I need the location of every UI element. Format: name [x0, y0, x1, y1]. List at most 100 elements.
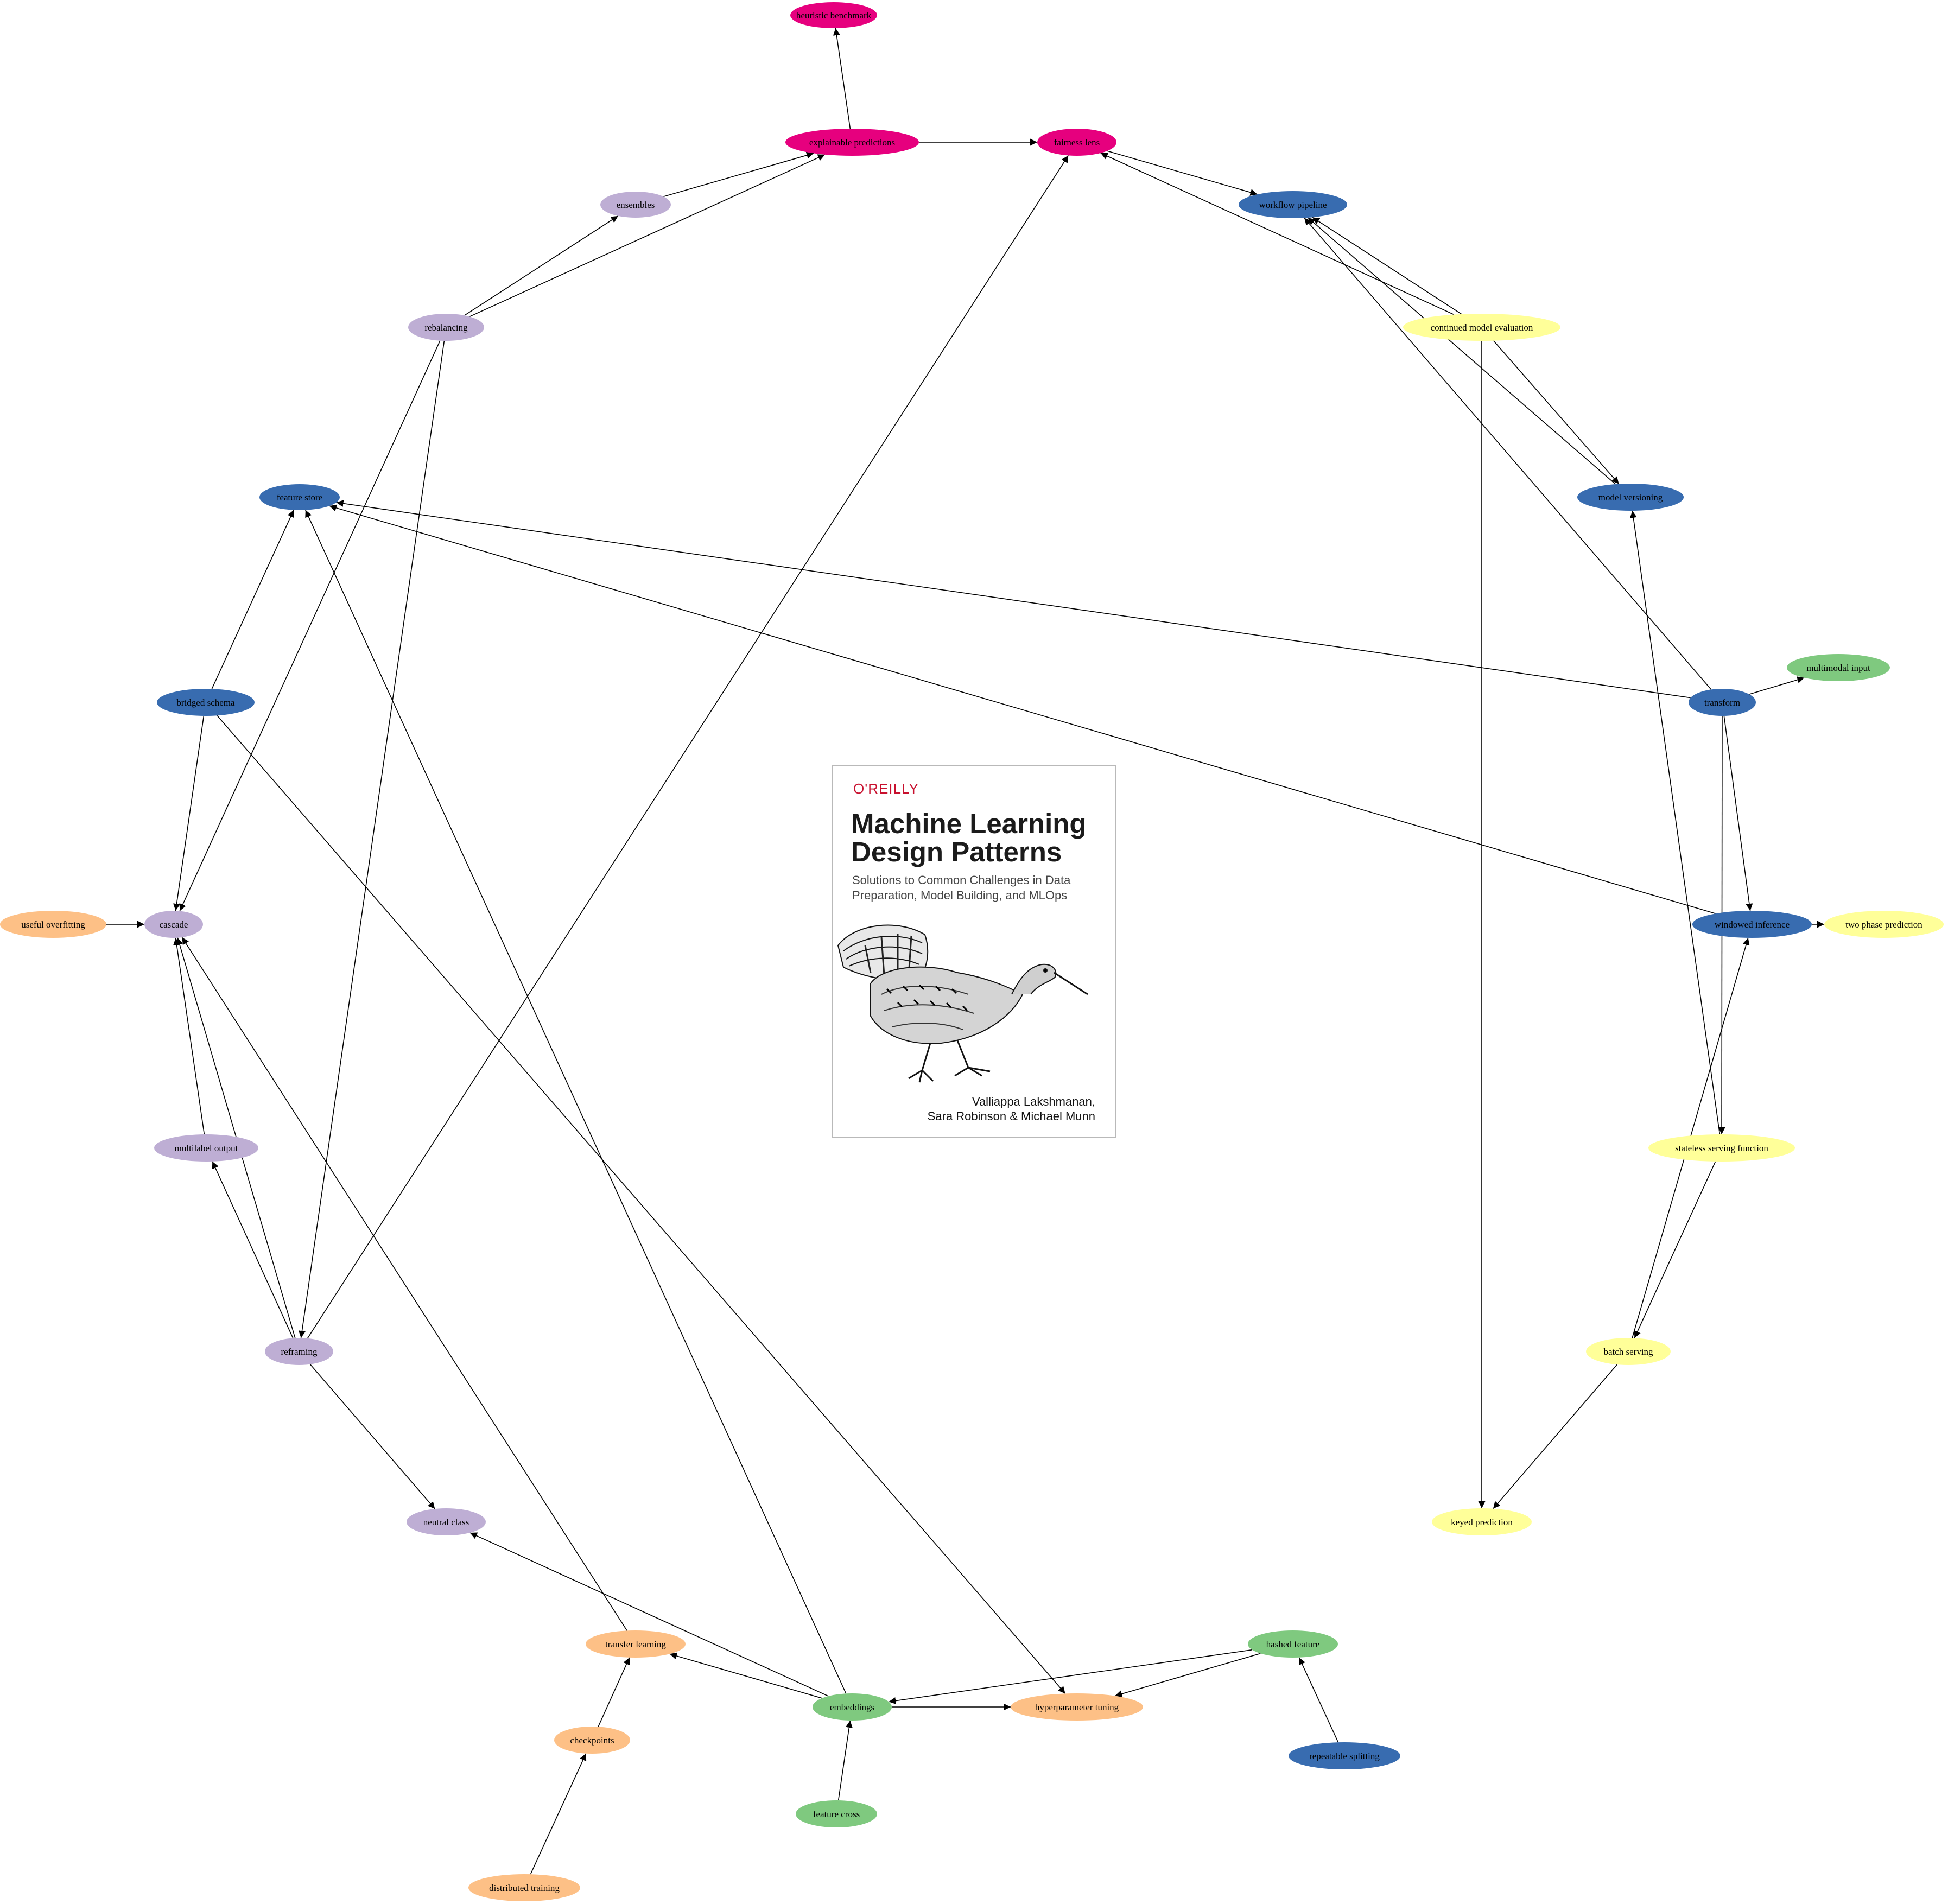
- edge-embeddings-to-transfer-learning: [669, 1652, 822, 1699]
- edge-bridged-schema-to-feature-store: [211, 510, 294, 689]
- node-label: embeddings: [830, 1702, 874, 1712]
- node-label: reframing: [281, 1347, 318, 1357]
- node-label: windowed inference: [1715, 919, 1790, 930]
- node-ellipse: [0, 911, 106, 938]
- node-ellipse: [408, 314, 484, 341]
- edge-explainable-predictions-to-heuristic-benchmark: [833, 28, 851, 129]
- edge-reframing-to-fairness-lens: [307, 155, 1069, 1339]
- node-repeatable-splitting: repeatable splitting: [1289, 1742, 1400, 1769]
- node-label: hyperparameter tuning: [1035, 1702, 1119, 1712]
- edge-transform-to-multimodal-input: [1749, 676, 1805, 695]
- bird-illustration: [837, 924, 1088, 1083]
- node-feature-cross: feature cross: [796, 1800, 877, 1827]
- node-label: rebalancing: [424, 322, 468, 333]
- book-subtitle: Solutions to Common Challenges in Data P…: [852, 873, 1071, 902]
- node-windowed-inference: windowed inference: [1692, 911, 1812, 938]
- node-label: heuristic benchmark: [796, 10, 872, 21]
- node-fairness-lens: fairness lens: [1037, 129, 1116, 156]
- node-checkpoints: checkpoints: [554, 1727, 630, 1754]
- edge-stateless-serving-function-to-batch-serving: [1634, 1161, 1716, 1338]
- node-ellipse: [1689, 689, 1756, 716]
- node-ellipse: [1403, 314, 1560, 341]
- edge-embeddings-to-feature-store: [305, 510, 847, 1694]
- edge-continued-model-evaluation-to-fairness-lens: [1100, 153, 1455, 315]
- node-ellipse: [600, 192, 671, 218]
- node-label: explainable predictions: [809, 137, 895, 148]
- node-multilabel-output: multilabel output: [154, 1134, 258, 1162]
- edge-model-versioning-to-workflow-pipeline: [1308, 217, 1616, 485]
- node-label: hashed feature: [1266, 1639, 1320, 1649]
- book-authors: Valliappa Lakshmanan, Sara Robinson & Mi…: [927, 1095, 1095, 1123]
- node-label: batch serving: [1603, 1347, 1653, 1357]
- node-ellipse: [1289, 1742, 1400, 1769]
- node-heuristic-benchmark: heuristic benchmark: [790, 2, 877, 28]
- edge-rebalancing-to-ensembles: [464, 215, 619, 316]
- node-keyed-prediction: keyed prediction: [1432, 1508, 1532, 1535]
- edge-batch-serving-to-keyed-prediction: [1493, 1364, 1617, 1509]
- node-continued-model-evaluation: continued model evaluation: [1403, 314, 1560, 341]
- node-ellipse: [468, 1874, 580, 1901]
- node-ellipse: [407, 1508, 486, 1535]
- node-label: fairness lens: [1054, 137, 1100, 148]
- node-ellipse: [144, 911, 203, 938]
- node-transfer-learning: transfer learning: [586, 1630, 686, 1658]
- edge-repeatable-splitting-to-hashed-feature: [1298, 1657, 1339, 1743]
- edge-rebalancing-to-reframing: [298, 340, 445, 1338]
- edge-multilabel-output-to-cascade: [173, 937, 205, 1135]
- node-ellipse: [1011, 1693, 1143, 1721]
- edge-transform-to-windowed-inference: [1723, 715, 1753, 911]
- edge-transfer-learning-to-cascade: [181, 937, 627, 1631]
- node-ellipse: [554, 1727, 630, 1754]
- node-label: model versioning: [1598, 492, 1663, 503]
- node-cascade: cascade: [144, 911, 203, 938]
- edge-feature-cross-to-embeddings: [837, 1720, 853, 1801]
- node-label: multimodal input: [1806, 663, 1870, 673]
- node-ellipse: [1432, 1508, 1532, 1535]
- node-label: workflow pipeline: [1259, 200, 1327, 210]
- edge-checkpoints-to-transfer-learning: [598, 1657, 630, 1727]
- edge-reframing-to-multilabel-output: [212, 1161, 294, 1338]
- publisher-logo: O'REILLY: [853, 780, 919, 797]
- node-label: transfer learning: [605, 1639, 666, 1649]
- node-ellipse: [1248, 1630, 1338, 1658]
- edge-hashed-feature-to-hyperparameter-tuning: [1114, 1653, 1261, 1698]
- node-label: bridged schema: [176, 697, 235, 708]
- node-reframing: reframing: [265, 1338, 333, 1365]
- node-embeddings: embeddings: [813, 1693, 892, 1721]
- node-ellipse: [796, 1800, 877, 1827]
- edge-rebalancing-to-cascade: [179, 340, 441, 911]
- node-neutral-class: neutral class: [407, 1508, 486, 1535]
- edge-reframing-to-neutral-class: [309, 1364, 435, 1509]
- node-hashed-feature: hashed feature: [1248, 1630, 1338, 1658]
- node-useful-overfitting: useful overfitting: [0, 911, 106, 938]
- node-multimodal-input: multimodal input: [1787, 654, 1890, 681]
- node-label: keyed prediction: [1451, 1517, 1513, 1527]
- node-ellipse: [1577, 484, 1684, 511]
- edge-distributed-training-to-checkpoints: [530, 1753, 587, 1875]
- node-label: cascade: [160, 919, 188, 930]
- node-bridged-schema: bridged schema: [157, 689, 255, 716]
- node-label: multilabel output: [175, 1143, 238, 1153]
- node-rebalancing: rebalancing: [408, 314, 484, 341]
- node-batch-serving: batch serving: [1586, 1338, 1671, 1365]
- node-distributed-training: distributed training: [468, 1874, 580, 1901]
- node-label: feature cross: [813, 1809, 860, 1819]
- edge-bridged-schema-to-hyperparameter-tuning: [217, 715, 1066, 1694]
- node-ellipse: [259, 484, 340, 510]
- node-ellipse: [1692, 911, 1812, 938]
- edge-transform-to-feature-store: [336, 500, 1691, 699]
- node-transform: transform: [1689, 689, 1756, 716]
- node-label: repeatable splitting: [1309, 1751, 1380, 1761]
- node-label: continued model evaluation: [1431, 322, 1533, 333]
- edge-stateless-serving-function-to-model-versioning: [1629, 510, 1721, 1135]
- book-cover: O'REILLY Machine Learning Design Pattern…: [832, 765, 1116, 1138]
- node-ellipse: [1037, 129, 1116, 156]
- node-label: distributed training: [489, 1883, 560, 1893]
- edge-continued-model-evaluation-to-model-versioning: [1493, 340, 1620, 485]
- node-label: neutral class: [423, 1517, 469, 1527]
- book-title: Machine Learning Design Patterns: [851, 808, 1087, 867]
- edge-embeddings-to-neutral-class: [469, 1532, 829, 1697]
- edge-transform-to-workflow-pipeline: [1304, 217, 1712, 690]
